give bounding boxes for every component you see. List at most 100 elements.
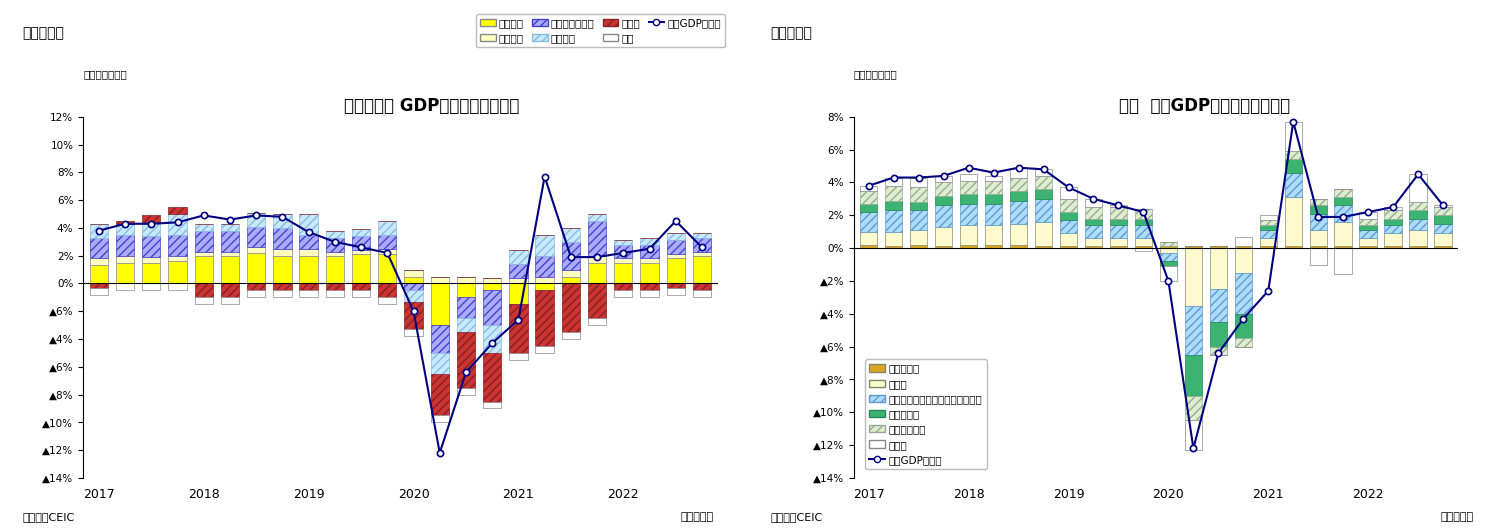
Bar (1035, 199, 1052, 222)
Bar (405, 329, 423, 336)
Bar (299, 214, 317, 235)
Bar (221, 252, 239, 256)
Bar (910, 177, 928, 187)
Bar (431, 415, 449, 422)
Bar (484, 401, 502, 408)
Legend: 民間消費, 政府消費, 総固定資本形成, 在庫変動, 純輸出, 誤差, 実質GDP成長率: 民間消費, 政府消費, 総固定資本形成, 在庫変動, 純輸出, 誤差, 実質GD… (476, 14, 725, 47)
Bar (1185, 355, 1203, 396)
Bar (299, 284, 317, 290)
Bar (1009, 201, 1027, 224)
Bar (1284, 151, 1302, 159)
Bar (1360, 230, 1377, 238)
Bar (509, 264, 527, 278)
Bar (666, 241, 684, 254)
Bar (1310, 230, 1327, 246)
Bar (352, 254, 370, 284)
Bar (1284, 246, 1302, 248)
Bar (1334, 205, 1352, 222)
Bar (1384, 246, 1402, 248)
Bar (935, 205, 952, 227)
Bar (1109, 219, 1127, 225)
Bar (509, 250, 527, 264)
Bar (1085, 207, 1102, 219)
Bar (89, 259, 107, 266)
Bar (985, 204, 1002, 225)
Bar (1360, 238, 1377, 246)
Bar (142, 263, 160, 284)
Bar (1159, 248, 1177, 253)
Bar (935, 227, 952, 246)
Bar (168, 214, 187, 235)
Bar (1035, 222, 1052, 246)
Bar (1384, 207, 1402, 210)
Bar (352, 250, 370, 254)
Bar (1260, 220, 1277, 225)
Bar (1159, 242, 1177, 246)
Bar (935, 183, 952, 195)
Bar (935, 176, 952, 183)
Bar (1210, 289, 1227, 322)
Bar (1360, 246, 1377, 248)
Bar (1334, 222, 1352, 246)
Bar (246, 284, 266, 290)
Bar (613, 290, 633, 297)
Bar (1035, 176, 1052, 189)
Bar (562, 270, 580, 277)
Bar (431, 374, 449, 415)
Bar (168, 207, 187, 214)
Bar (1185, 305, 1203, 355)
Bar (1109, 225, 1127, 238)
Bar (1135, 219, 1153, 225)
Bar (246, 212, 266, 227)
Bar (378, 297, 396, 304)
Bar (195, 297, 213, 304)
Bar (641, 263, 659, 284)
Bar (326, 230, 345, 238)
Bar (1109, 238, 1127, 246)
Bar (860, 232, 878, 245)
Bar (1234, 314, 1253, 338)
Bar (1434, 246, 1452, 248)
Bar (1009, 224, 1027, 245)
Bar (142, 284, 160, 290)
Bar (1260, 230, 1277, 238)
Text: （図表１）: （図表１） (23, 26, 65, 40)
Bar (985, 176, 1002, 181)
Title: タイ  実質GDP成長率（供給側）: タイ 実質GDP成長率（供給側） (1118, 97, 1290, 115)
Text: （前年同期比）: （前年同期比） (83, 69, 127, 79)
Bar (1135, 238, 1153, 246)
Bar (352, 290, 370, 297)
Bar (666, 234, 684, 241)
Bar (910, 202, 928, 210)
Bar (456, 297, 474, 318)
Bar (484, 290, 502, 325)
Legend: 農林水産業, 製造業, 小売・卸売、ホテル・レストラン, 運輸・通信, 金融・不動産, その他, 実質GDP成長率: 農林水産業, 製造業, 小売・卸売、ホテル・レストラン, 運輸・通信, 金融・不… (864, 359, 987, 469)
Bar (509, 353, 527, 360)
Bar (1434, 215, 1452, 224)
Bar (885, 232, 902, 246)
Bar (885, 246, 902, 248)
Text: （前年同期比）: （前年同期比） (854, 69, 898, 79)
Bar (1135, 225, 1153, 238)
Bar (1009, 191, 1027, 201)
Text: （資料）CEIC: （資料）CEIC (23, 512, 76, 523)
Bar (1434, 224, 1452, 233)
Bar (1410, 230, 1426, 246)
Bar (431, 284, 449, 325)
Bar (588, 221, 606, 256)
Bar (195, 256, 213, 284)
Bar (509, 284, 527, 304)
Bar (666, 259, 684, 284)
Bar (910, 245, 928, 248)
Bar (959, 204, 978, 225)
Bar (535, 277, 555, 284)
Bar (299, 249, 317, 256)
Bar (116, 263, 134, 284)
Bar (116, 235, 134, 256)
Bar (1284, 173, 1302, 197)
Bar (1434, 207, 1452, 215)
Bar (1334, 189, 1352, 197)
Bar (1185, 396, 1203, 421)
Bar (1210, 322, 1227, 347)
Bar (1284, 159, 1302, 173)
